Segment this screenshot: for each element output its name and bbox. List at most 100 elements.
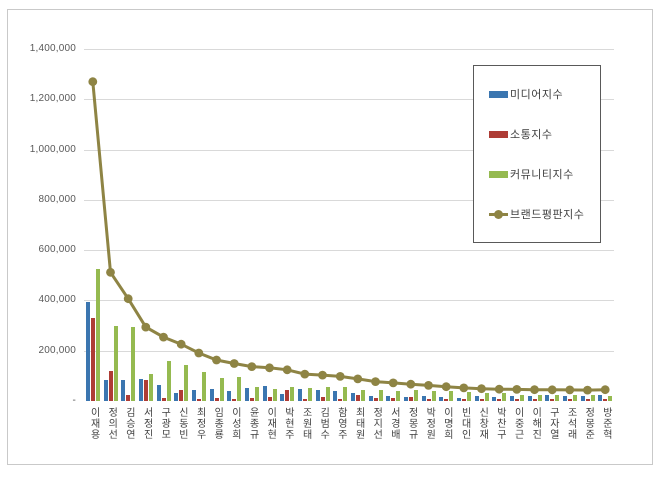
bar-커뮤니티지수 — [254, 386, 259, 401]
gridline — [84, 99, 614, 101]
bar-커뮤니티지수 — [608, 395, 613, 401]
bar-소통지수 — [408, 397, 413, 401]
y-tick-label: - — [72, 395, 76, 406]
y-tick-label: 1,400,000 — [29, 43, 76, 54]
x-tick-label: 이재용 — [88, 407, 100, 440]
bar-커뮤니티지수 — [466, 392, 471, 401]
line-marker — [88, 77, 98, 87]
bar-미디어지수 — [545, 395, 550, 401]
bar-소통지수 — [567, 398, 572, 401]
bar-미디어지수 — [421, 395, 426, 401]
x-tick-label: 정몽준 — [582, 407, 594, 440]
line-marker — [335, 372, 345, 381]
x-tick-label: 신동빈 — [176, 407, 188, 440]
bar-미디어지수 — [403, 396, 408, 401]
line-marker — [371, 377, 380, 386]
bar-커뮤니티지수 — [272, 389, 277, 401]
bar-미디어지수 — [121, 380, 126, 401]
legend-item-미디어지수: 미디어지수 — [489, 86, 600, 102]
gridline — [84, 149, 614, 151]
x-tick-label: 김범수 — [317, 407, 329, 440]
bar-커뮤니티지수 — [431, 390, 436, 401]
bar-소통지수 — [267, 396, 272, 401]
x-tick-label: 서경배 — [388, 407, 400, 440]
line-marker — [441, 382, 451, 392]
legend-swatch-icon — [489, 90, 508, 98]
line-marker — [353, 374, 363, 384]
x-tick-label: 함영주 — [335, 407, 347, 440]
bar-소통지수 — [550, 399, 555, 401]
bar-미디어지수 — [456, 397, 461, 401]
bar-미디어지수 — [103, 380, 108, 401]
legend-swatch-icon — [489, 170, 508, 178]
bar-커뮤니티지수 — [95, 269, 100, 401]
bar-소통지수 — [355, 394, 360, 401]
bar-미디어지수 — [580, 396, 585, 401]
bar-커뮤니티지수 — [537, 394, 542, 401]
bar-소통지수 — [126, 394, 131, 401]
bar-소통지수 — [426, 398, 431, 401]
x-tick-label: 정의선 — [105, 407, 117, 440]
bar-소통지수 — [179, 390, 184, 401]
bar-소통지수 — [90, 317, 95, 401]
bar-미디어지수 — [85, 302, 90, 401]
legend-item-소통지수: 소통지수 — [489, 126, 600, 142]
x-tick-label: 이중근 — [512, 407, 524, 440]
bar-커뮤니티지수 — [131, 327, 136, 401]
x-tick-label: 박찬구 — [494, 407, 506, 440]
bar-소통지수 — [214, 397, 219, 401]
x-tick-label: 방준혁 — [600, 407, 612, 440]
legend-label: 커뮤니티지수 — [510, 169, 574, 181]
x-tick-label: 김승연 — [123, 407, 135, 440]
bar-커뮤니티지수 — [184, 365, 189, 401]
bar-소통지수 — [249, 397, 254, 401]
line-marker — [600, 385, 610, 395]
y-tick-label: 1,200,000 — [29, 93, 76, 105]
bar-미디어지수 — [174, 393, 179, 401]
bar-커뮤니티지수 — [343, 387, 348, 401]
bar-미디어지수 — [138, 378, 143, 401]
bar-소통지수 — [285, 390, 290, 401]
legend-line-swatch-icon — [489, 209, 508, 219]
gridline — [84, 300, 614, 302]
legend-label: 미디어지수 — [510, 89, 564, 101]
line-marker — [300, 369, 310, 379]
x-tick-label: 구자열 — [547, 407, 559, 440]
line-marker — [247, 362, 257, 371]
bar-미디어지수 — [439, 397, 444, 401]
bar-커뮤니티지수 — [148, 374, 153, 401]
bar-커뮤니티지수 — [572, 395, 577, 401]
x-tick-label: 빈대인 — [459, 407, 471, 440]
y-tick-label: 400,000 — [38, 294, 76, 306]
bar-미디어지수 — [333, 390, 338, 401]
line-marker — [159, 332, 168, 342]
plot-area — [84, 49, 614, 401]
bar-미디어지수 — [156, 384, 161, 401]
bar-미디어지수 — [350, 393, 355, 401]
x-tick-label: 서정진 — [141, 407, 153, 440]
bar-미디어지수 — [209, 388, 214, 401]
x-tick-label: 박현주 — [282, 407, 294, 440]
bar-미디어지수 — [227, 391, 232, 401]
x-tick-label: 윤종규 — [247, 407, 259, 440]
bar-소통지수 — [532, 399, 537, 401]
line-marker — [459, 383, 469, 393]
bar-소통지수 — [444, 398, 449, 401]
bar-소통지수 — [373, 398, 378, 401]
bar-소통지수 — [479, 399, 484, 401]
bar-커뮤니티지수 — [307, 387, 312, 401]
bar-커뮤니티지수 — [360, 389, 365, 401]
bar-커뮤니티지수 — [378, 390, 383, 401]
bar-커뮤니티지수 — [502, 393, 507, 401]
x-tick-label: 이성희 — [229, 407, 241, 440]
bar-미디어지수 — [386, 395, 391, 401]
line-marker — [388, 378, 398, 388]
bar-소통지수 — [108, 371, 113, 401]
bar-소통지수 — [338, 399, 343, 401]
line-marker — [212, 355, 221, 365]
line-marker — [494, 384, 504, 394]
x-tick-label: 최정우 — [194, 407, 206, 440]
line-marker — [194, 348, 204, 358]
bar-미디어지수 — [244, 387, 249, 401]
legend-label: 소통지수 — [510, 129, 553, 141]
